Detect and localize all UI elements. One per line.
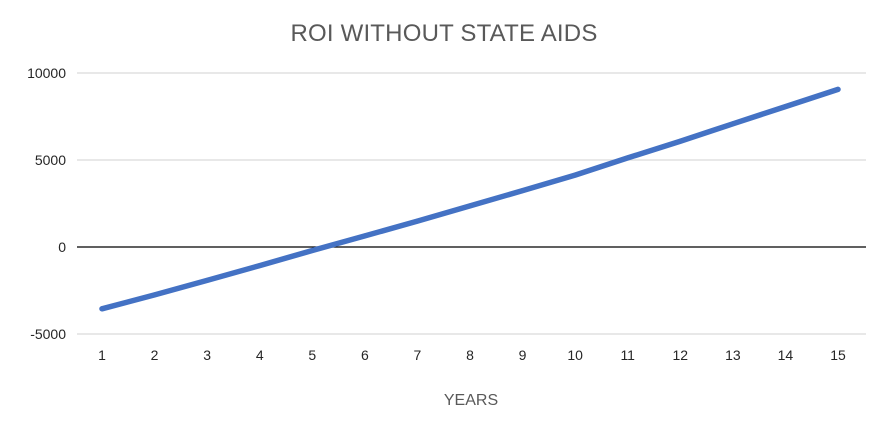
- x-tick-label: 11: [620, 347, 635, 363]
- data-point: [99, 306, 105, 312]
- x-tick-label: 12: [672, 347, 688, 363]
- x-tick-label: 14: [778, 347, 794, 363]
- series-layer: [99, 86, 841, 312]
- x-tick-label: 8: [466, 347, 474, 363]
- x-tick-label: 4: [256, 347, 264, 363]
- x-axis-ticks: 1 2 3 4 5 6 7 8 9 10 11 12 13 14 15: [98, 347, 846, 363]
- y-tick-label: 5000: [35, 152, 66, 168]
- x-tick-label: 1: [98, 347, 106, 363]
- chart-title: ROI WITHOUT STATE AIDS: [290, 20, 598, 47]
- data-point: [625, 155, 631, 161]
- data-point: [204, 277, 210, 283]
- x-tick-label: 7: [414, 347, 422, 363]
- x-axis-title: YEARS: [443, 392, 499, 409]
- data-point: [730, 121, 736, 127]
- data-point: [572, 172, 578, 178]
- x-tick-label: 15: [830, 347, 846, 363]
- data-point: [257, 263, 263, 269]
- x-tick-label: 2: [151, 347, 159, 363]
- data-point: [467, 203, 473, 209]
- data-point: [520, 188, 526, 194]
- data-point: [835, 86, 841, 92]
- data-point: [677, 138, 683, 144]
- gridlines: [77, 72, 866, 335]
- x-tick-label: 9: [519, 347, 527, 363]
- x-tick-label: 5: [308, 347, 316, 363]
- y-tick-label: -5000: [30, 326, 66, 342]
- data-point: [414, 218, 420, 224]
- y-axis-ticks: 10000 5000 0 -5000: [27, 65, 66, 342]
- y-tick-label: 0: [58, 239, 66, 255]
- x-tick-label: 13: [725, 347, 741, 363]
- x-tick-label: 6: [361, 347, 369, 363]
- y-tick-label: 10000: [27, 65, 66, 81]
- data-point: [362, 233, 368, 239]
- data-point: [152, 292, 158, 298]
- x-tick-label: 10: [567, 347, 583, 363]
- series-line: [99, 86, 841, 312]
- x-tick-label: 3: [203, 347, 211, 363]
- data-point: [782, 104, 788, 110]
- data-point: [309, 247, 315, 253]
